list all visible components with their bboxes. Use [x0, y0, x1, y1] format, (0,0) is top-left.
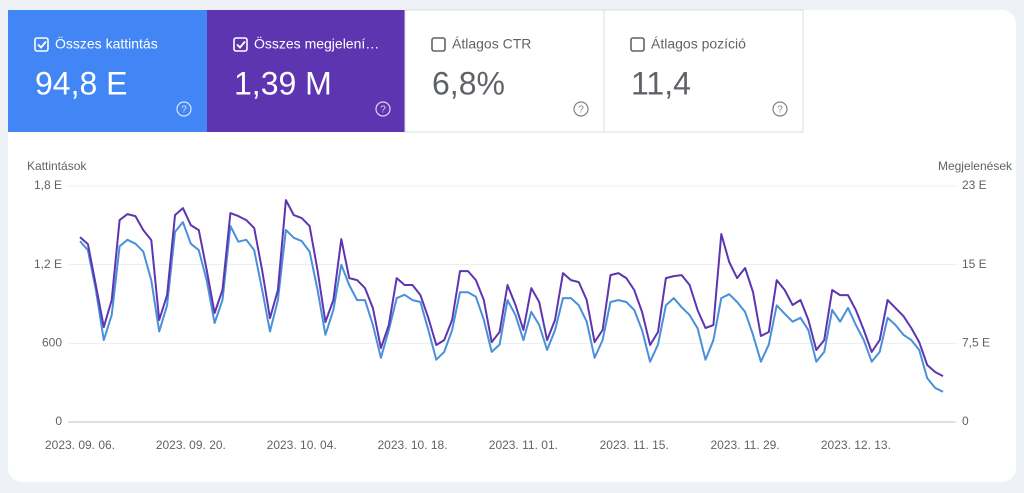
checkmark	[236, 40, 246, 49]
card-bg	[603, 9, 804, 133]
y-tick-label: 1,8 E	[34, 178, 62, 192]
checkmark	[37, 40, 47, 49]
metric-value: 11,4	[631, 65, 691, 101]
checkbox[interactable]	[34, 37, 49, 52]
series-line	[79, 221, 944, 393]
y2-tick-label: 15 E	[962, 257, 987, 271]
metric-value: 94,8 E	[35, 65, 128, 101]
x-tick-label: 2023. 10. 18.	[378, 438, 448, 452]
x-tick-label: 2023. 11. 01.	[489, 438, 558, 452]
y2-tick-label: 7,5 E	[962, 336, 990, 350]
help-icon-glyph: ?	[578, 105, 584, 116]
x-tick-label: 2023. 10. 04.	[267, 438, 337, 452]
metric-card[interactable]: Összes kattintás 94,8 E?	[8, 10, 207, 132]
metric-label: Átlagos pozíció	[651, 36, 746, 52]
help-icon-glyph: ?	[181, 105, 187, 116]
card-bg	[207, 10, 405, 132]
metric-card[interactable]: Átlagos CTR 6,8%?	[404, 9, 605, 133]
card-bg	[404, 9, 605, 133]
checkbox[interactable]	[431, 37, 446, 52]
x-tick-label: 2023. 11. 15.	[600, 438, 669, 452]
x-tick-label: 2023. 09. 20.	[156, 438, 226, 452]
y-axis-title: Kattintások	[27, 159, 87, 173]
metric-card[interactable]: Átlagos pozíció 11,4?	[603, 9, 804, 133]
series-line	[79, 199, 944, 377]
metric-value: 6,8%	[432, 65, 505, 101]
help-icon[interactable]	[176, 101, 192, 117]
metric-label: Átlagos CTR	[452, 36, 531, 52]
help-icon-glyph: ?	[380, 105, 386, 116]
y2-tick-label: 23 E	[962, 178, 987, 192]
help-icon[interactable]	[375, 101, 391, 117]
y2-tick-label: 0	[962, 414, 969, 428]
metric-label: Összes megjelení…	[254, 35, 379, 52]
metric-label: Összes kattintás	[55, 35, 158, 52]
y2-axis-title: Megjelenések	[938, 159, 1013, 173]
y-tick-label: 0	[55, 414, 62, 428]
help-icon[interactable]	[573, 101, 589, 117]
checkbox[interactable]	[630, 37, 645, 52]
card-bg	[8, 10, 207, 132]
x-tick-label: 2023. 11. 29.	[710, 438, 779, 452]
x-tick-label: 2023. 09. 06.	[45, 438, 115, 452]
y-tick-label: 1,2 E	[34, 257, 62, 271]
y-tick-label: 600	[42, 336, 62, 350]
plot: 0 600 1,2 E 1,8 E 0 7,5 E 15 E 23 E 2023. 09. 06…	[34, 178, 990, 452]
x-tick-label: 2023. 12. 13.	[821, 438, 891, 452]
help-icon-glyph: ?	[777, 105, 783, 116]
metric-card[interactable]: Összes megjelení… 1,39 M?	[207, 10, 405, 132]
checkbox[interactable]	[233, 37, 248, 52]
metric-value: 1,39 M	[234, 65, 332, 101]
help-icon[interactable]	[772, 101, 788, 117]
